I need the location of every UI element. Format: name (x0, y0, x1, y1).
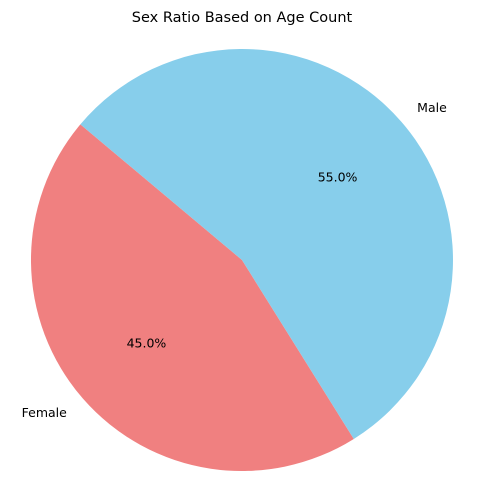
pie-slice-male (80, 49, 453, 439)
category-label-female: Female (22, 405, 68, 420)
chart-title: Sex Ratio Based on Age Count (132, 10, 353, 26)
pie-slice-female (30, 124, 354, 472)
percent-label-male: 55.0% (318, 169, 358, 184)
pie-labels: 45.0% Female 55.0% Male (22, 100, 447, 420)
percent-label-female: 45.0% (127, 336, 167, 351)
pie-slices (30, 49, 453, 472)
category-label-male: Male (417, 100, 447, 115)
